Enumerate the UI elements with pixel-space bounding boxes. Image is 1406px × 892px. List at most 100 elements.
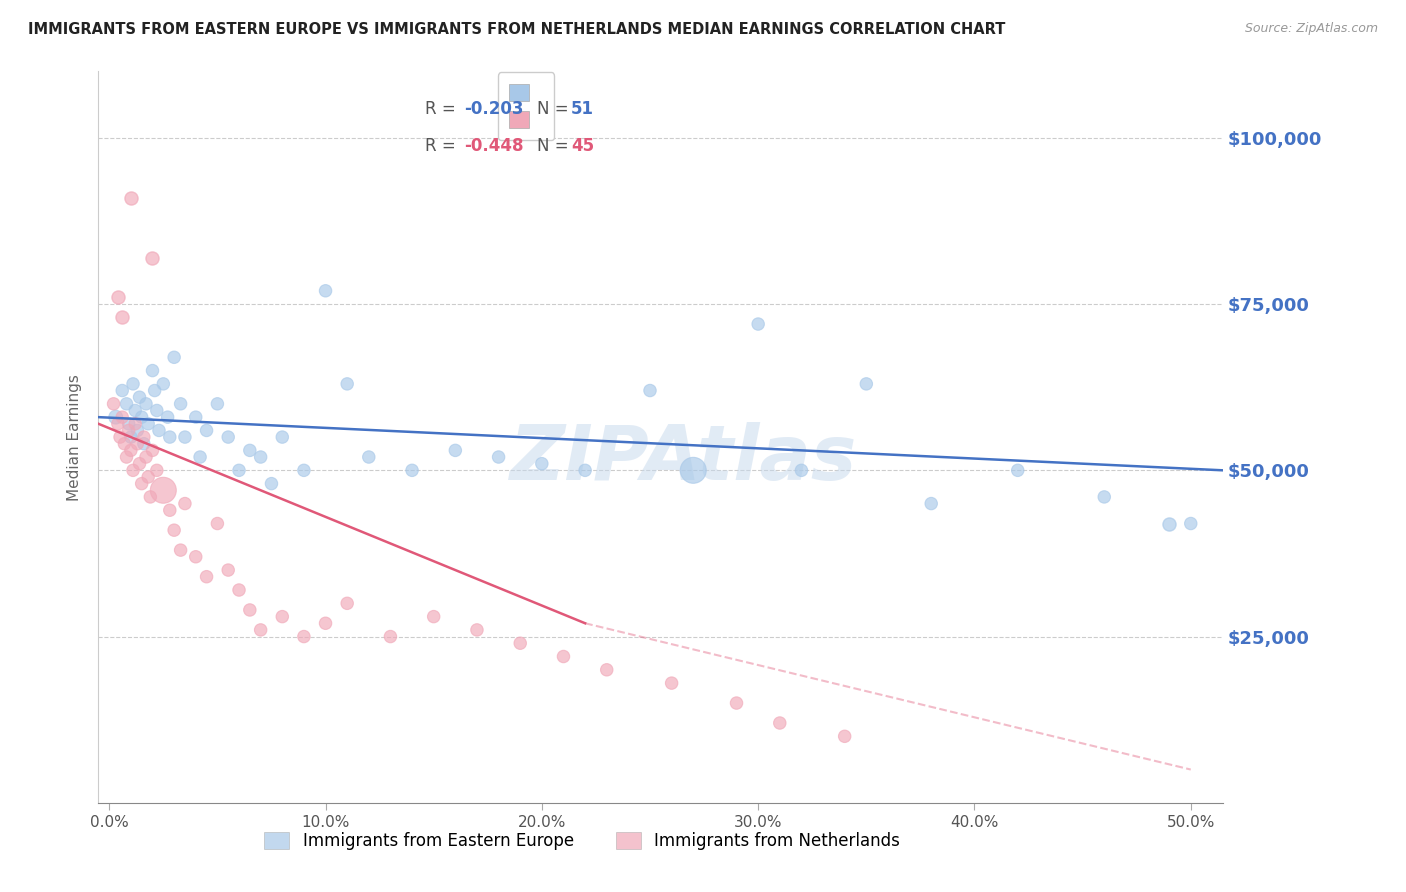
Point <box>135 397 157 411</box>
Point <box>217 563 239 577</box>
Point <box>120 443 142 458</box>
Point <box>725 696 748 710</box>
Point <box>271 609 294 624</box>
Point <box>148 424 170 438</box>
Point <box>159 430 181 444</box>
Point <box>136 417 159 431</box>
Point <box>174 497 197 511</box>
Point <box>260 476 283 491</box>
Point <box>271 430 294 444</box>
Point <box>239 443 262 458</box>
Point <box>553 649 575 664</box>
Point <box>136 470 159 484</box>
Point <box>1007 463 1029 477</box>
Point <box>422 609 444 624</box>
Point <box>1092 490 1115 504</box>
Point <box>292 630 315 644</box>
Point <box>128 390 150 404</box>
Point <box>139 490 162 504</box>
Point <box>107 417 129 431</box>
Point <box>103 397 125 411</box>
Point <box>127 436 149 450</box>
Text: 45: 45 <box>571 137 593 155</box>
Point <box>195 570 218 584</box>
Point <box>747 317 769 331</box>
Point <box>184 549 207 564</box>
Point <box>228 463 250 477</box>
Text: R =: R = <box>425 101 461 119</box>
Point <box>207 516 229 531</box>
Point <box>574 463 596 477</box>
Point <box>401 463 423 477</box>
Point <box>111 384 134 398</box>
Point <box>156 410 179 425</box>
Text: -0.203: -0.203 <box>464 101 523 119</box>
Point <box>127 424 149 438</box>
Point <box>146 403 169 417</box>
Text: -0.448: -0.448 <box>464 137 523 155</box>
Point <box>336 596 359 610</box>
Point <box>112 436 135 450</box>
Point <box>141 251 163 265</box>
Point <box>135 450 157 464</box>
Point <box>163 351 186 365</box>
Y-axis label: Median Earnings: Median Earnings <box>67 374 83 500</box>
Point <box>128 457 150 471</box>
Point <box>769 716 792 731</box>
Point <box>141 363 163 377</box>
Point <box>169 397 191 411</box>
Text: R =: R = <box>425 137 461 155</box>
Point <box>638 384 661 398</box>
Point <box>124 403 146 417</box>
Point <box>357 450 380 464</box>
Point <box>682 463 704 477</box>
Point <box>111 310 134 325</box>
Point <box>336 376 359 391</box>
Point <box>111 410 134 425</box>
Point <box>169 543 191 558</box>
Point <box>661 676 683 690</box>
Point <box>530 457 553 471</box>
Text: N =: N = <box>537 101 574 119</box>
Point <box>380 630 402 644</box>
Point <box>132 430 155 444</box>
Point <box>315 284 337 298</box>
Point <box>315 616 337 631</box>
Point <box>131 476 153 491</box>
Point <box>118 424 141 438</box>
Point <box>184 410 207 425</box>
Point <box>143 384 166 398</box>
Point <box>163 523 186 537</box>
Point <box>217 430 239 444</box>
Point <box>465 623 488 637</box>
Point <box>444 443 467 458</box>
Point <box>292 463 315 477</box>
Point <box>249 623 271 637</box>
Point <box>108 430 131 444</box>
Point <box>107 290 129 304</box>
Point <box>132 436 155 450</box>
Text: IMMIGRANTS FROM EASTERN EUROPE VS IMMIGRANTS FROM NETHERLANDS MEDIAN EARNINGS CO: IMMIGRANTS FROM EASTERN EUROPE VS IMMIGR… <box>28 22 1005 37</box>
Point <box>118 417 141 431</box>
Point <box>1180 516 1202 531</box>
Point <box>104 410 127 425</box>
Point <box>834 729 856 743</box>
Point <box>488 450 510 464</box>
Point <box>195 424 218 438</box>
Point <box>174 430 197 444</box>
Point <box>509 636 531 650</box>
Point <box>249 450 271 464</box>
Point <box>855 376 877 391</box>
Text: 51: 51 <box>571 101 593 119</box>
Point <box>115 397 138 411</box>
Point <box>188 450 211 464</box>
Point <box>120 430 142 444</box>
Point <box>122 376 145 391</box>
Point <box>146 463 169 477</box>
Text: ZIPAtlas: ZIPAtlas <box>509 422 858 496</box>
Point <box>152 376 174 391</box>
Point <box>141 443 163 458</box>
Point <box>207 397 229 411</box>
Legend: Immigrants from Eastern Europe, Immigrants from Netherlands: Immigrants from Eastern Europe, Immigran… <box>257 825 907 856</box>
Point <box>124 417 146 431</box>
